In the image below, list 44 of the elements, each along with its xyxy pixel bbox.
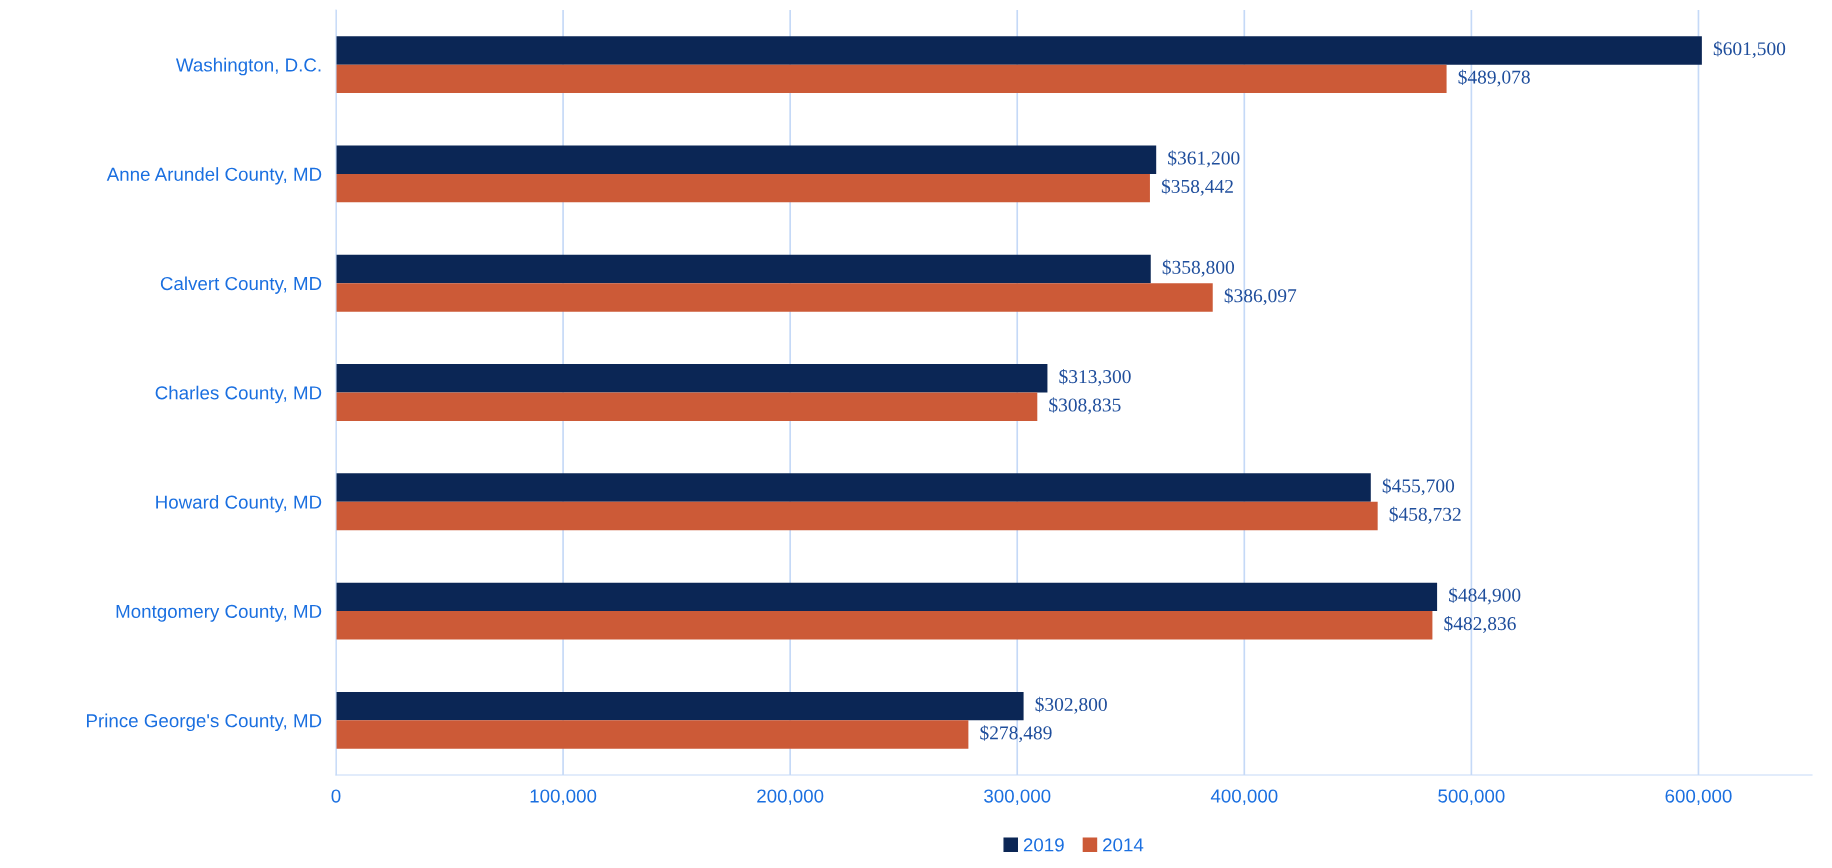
- data-label: $358,800: [1162, 259, 1235, 277]
- bar: [336, 173, 1150, 203]
- x-tick-label: 600,000: [1665, 789, 1732, 805]
- bar: [336, 582, 1438, 612]
- data-label: $601,500: [1713, 41, 1786, 59]
- x-tick-label: 400,000: [1210, 789, 1278, 805]
- x-tick-label: 500,000: [1438, 789, 1505, 805]
- y-tick-label: Montgomery County, MD: [116, 604, 322, 622]
- bar: [336, 364, 1048, 393]
- legend-label: 2019: [1023, 838, 1064, 852]
- bar: [336, 283, 1213, 312]
- x-tick-label: 0: [331, 789, 341, 803]
- data-label: $361,200: [1168, 150, 1240, 168]
- data-label: $313,300: [1059, 368, 1131, 386]
- data-label: $458,732: [1389, 506, 1461, 524]
- data-label: $308,835: [1049, 397, 1121, 415]
- bar: [336, 254, 1151, 284]
- data-label: $489,078: [1458, 69, 1530, 87]
- y-tick-label: Calvert County, MD: [160, 276, 322, 294]
- data-label: $386,097: [1224, 288, 1297, 306]
- x-tick-label: 300,000: [984, 789, 1051, 805]
- data-label: $482,836: [1444, 615, 1516, 633]
- bar: [336, 611, 1433, 640]
- bar: [336, 720, 969, 749]
- data-label: $278,489: [980, 725, 1052, 743]
- x-tick-label: 100,000: [530, 789, 597, 805]
- data-label: $455,700: [1382, 478, 1455, 496]
- bar: [336, 691, 1024, 721]
- bar: [336, 473, 1371, 502]
- bar: [336, 64, 1447, 94]
- y-tick-label: Howard County, MD: [156, 494, 322, 513]
- y-tick-label: Prince George's County, MD: [87, 713, 322, 732]
- data-label: $484,900: [1449, 587, 1521, 605]
- y-tick-label: Washington, D.C.: [175, 57, 321, 76]
- legend-label: 2014: [1103, 838, 1144, 852]
- bar: [336, 145, 1157, 174]
- y-tick-label: Charles County, MD: [155, 385, 322, 404]
- bar: [336, 36, 1702, 65]
- x-tick-label: 200,000: [757, 789, 824, 805]
- bar: [336, 392, 1038, 421]
- data-label: $358,442: [1161, 178, 1233, 196]
- y-tick-label: Anne Arundel County, MD: [106, 167, 322, 185]
- bar: [336, 501, 1378, 531]
- data-label: $302,800: [1035, 696, 1107, 714]
